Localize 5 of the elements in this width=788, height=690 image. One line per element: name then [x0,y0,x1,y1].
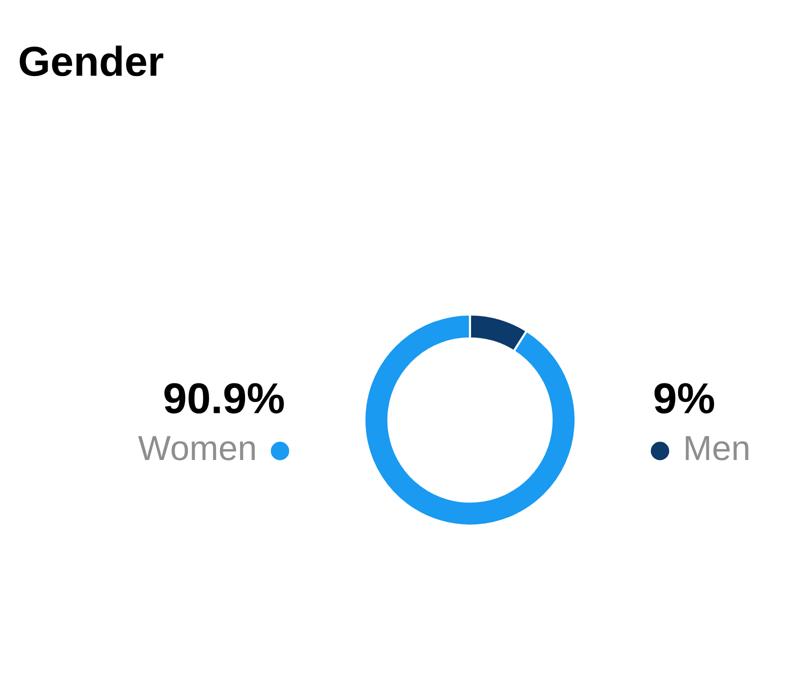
chart-title: Gender [20,46,164,76]
data-label: 9% [654,383,714,414]
legend-label: Men [686,436,748,460]
slice-label: Women [138,436,255,460]
data-label: 90.9% [164,383,284,414]
